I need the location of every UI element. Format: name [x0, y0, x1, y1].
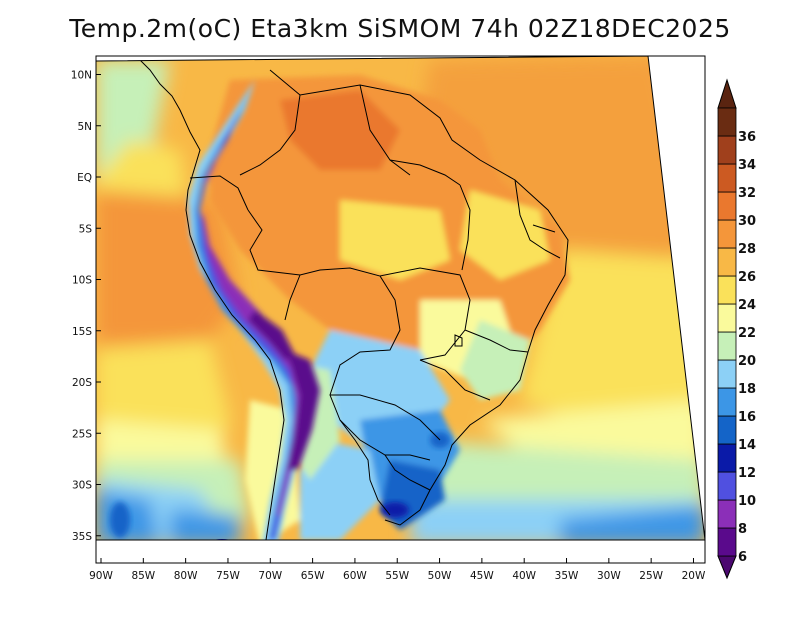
colorbar-label: 32 — [738, 186, 756, 201]
colorbar-label: 36 — [738, 130, 756, 145]
lon-tick-label: 40W — [512, 570, 536, 582]
colorbar-segment — [717, 219, 737, 249]
colorbar-label: 22 — [738, 326, 756, 341]
lon-tick-label: 75W — [216, 570, 240, 582]
colorbar-label: 12 — [738, 466, 756, 481]
colorbar-segment — [717, 135, 737, 165]
colorbar-label: 10 — [738, 494, 756, 509]
colorbar-label: 26 — [738, 270, 756, 285]
latitude-axis: 10N 5N EQ 5S 10S 15S 20S 25S 30S 35S — [71, 70, 101, 543]
lat-tick-label: 5N — [77, 121, 92, 133]
colorbar-label: 6 — [738, 550, 747, 565]
lat-tick-label: 35S — [72, 531, 92, 543]
lon-tick-label: 30W — [597, 570, 621, 582]
map-title: Temp.2m(oC) Eta3km SiSMOM 74h 02Z18DEC20… — [69, 14, 731, 43]
lon-tick-label: 80W — [174, 570, 198, 582]
lon-tick-label: 85W — [131, 570, 155, 582]
lon-tick-label: 60W — [343, 570, 367, 582]
colorbar-high-arrow — [717, 78, 737, 109]
lat-tick-label: 30S — [72, 480, 92, 492]
colorbar-low-arrow — [717, 555, 737, 580]
lat-tick-label: 10S — [72, 275, 92, 287]
colorbar-segment — [717, 303, 737, 333]
lat-tick-label: 5S — [79, 223, 93, 235]
colorbar-label: 16 — [738, 410, 756, 425]
colorbar-label: 24 — [738, 298, 756, 313]
colorbar-segment — [717, 191, 737, 221]
lat-tick-label: 10N — [71, 70, 92, 82]
colorbar-segment — [717, 499, 737, 529]
colorbar-segment — [717, 471, 737, 501]
colorbar-label: 28 — [738, 242, 756, 257]
colorbar-segment — [717, 359, 737, 389]
lon-tick-label: 25W — [639, 570, 663, 582]
colorbar: 6 8 10 12 14 16 18 20 22 24 26 28 30 32 34 36 — [717, 78, 756, 580]
country-boundaries — [137, 57, 569, 540]
colorbar-label: 8 — [738, 522, 747, 537]
colorbar-label: 14 — [738, 438, 756, 453]
colorbar-label: 34 — [738, 158, 756, 173]
lon-tick-label: 70W — [258, 570, 282, 582]
colorbar-segment — [717, 415, 737, 445]
colorbar-segment — [717, 107, 737, 137]
colorbar-segment — [717, 275, 737, 305]
colorbar-segment — [717, 163, 737, 193]
colorbar-label: 18 — [738, 382, 756, 397]
lon-tick-label: 50W — [428, 570, 452, 582]
colorbar-segment — [717, 443, 737, 473]
lat-tick-label: EQ — [77, 172, 92, 184]
colorbar-segment — [717, 331, 737, 361]
map-frame — [95, 55, 706, 564]
lat-tick-label: 25S — [72, 428, 92, 440]
temperature-field — [96, 56, 705, 540]
colorbar-label: 20 — [738, 354, 756, 369]
colorbar-segment — [717, 527, 737, 557]
colorbar-segment — [717, 387, 737, 417]
lon-tick-label: 55W — [385, 570, 409, 582]
colorbar-segment — [717, 247, 737, 277]
lon-tick-label: 45W — [470, 570, 494, 582]
longitude-axis: 90W 85W 80W 75W 70W 65W 60W 55W 50W 45W 40W 35W 30W 2… — [89, 558, 706, 582]
lon-tick-label: 20W — [682, 570, 706, 582]
colorbar-label: 30 — [738, 214, 756, 229]
lon-tick-label: 35W — [555, 570, 579, 582]
lat-tick-label: 20S — [72, 377, 92, 389]
lat-tick-label: 15S — [72, 326, 92, 338]
lon-tick-label: 90W — [89, 570, 113, 582]
lon-tick-label: 65W — [301, 570, 325, 582]
